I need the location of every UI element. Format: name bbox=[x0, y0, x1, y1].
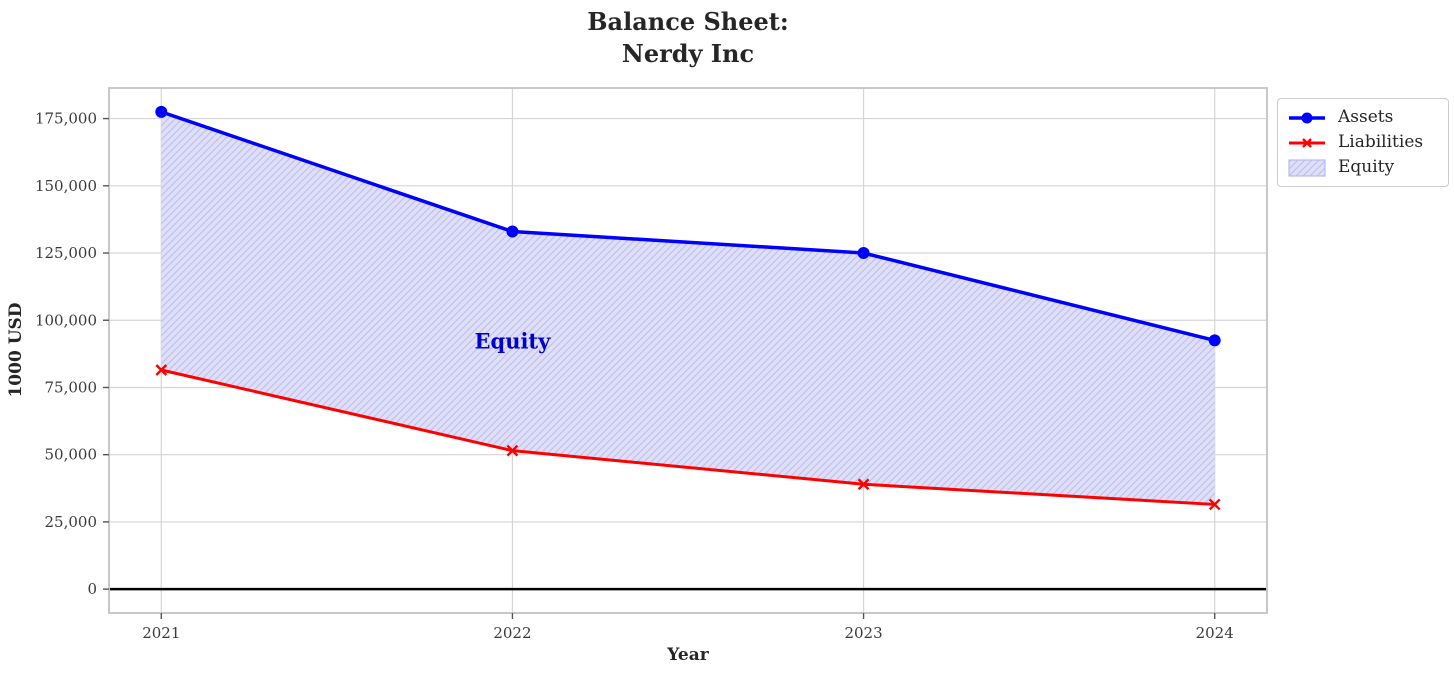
y-tick-label: 100,000 bbox=[35, 311, 97, 329]
y-tick-label: 75,000 bbox=[45, 378, 98, 396]
liabilities-marker bbox=[857, 478, 870, 491]
liabilities-marker bbox=[155, 364, 168, 376]
x-axis-label: Year bbox=[667, 645, 709, 665]
liabilities-legend-line-icon bbox=[1289, 137, 1325, 148]
liabilities-marker bbox=[1208, 498, 1221, 511]
y-tick-label: 0 bbox=[87, 580, 97, 598]
x-tick-label: 2022 bbox=[493, 624, 531, 642]
assets-line bbox=[160, 110, 1216, 343]
equity-area bbox=[161, 111, 1215, 505]
y-tick-label: 175,000 bbox=[35, 110, 97, 128]
assets-marker bbox=[857, 247, 870, 260]
liabilities-line bbox=[160, 368, 1215, 506]
y-tick-label: 125,000 bbox=[35, 244, 97, 262]
chart-title: Balance Sheet: Nerdy Inc bbox=[587, 7, 789, 68]
assets-marker bbox=[1208, 334, 1221, 347]
legend-row-equity: Equity bbox=[1286, 155, 1440, 180]
legend-row-liabilities: Liabilities bbox=[1286, 130, 1440, 155]
liabilities-marker bbox=[506, 444, 519, 457]
equity-area-label: Equity bbox=[474, 328, 551, 354]
y-axis-label: 1000 USD bbox=[6, 302, 26, 398]
assets-marker bbox=[506, 225, 519, 238]
equity-legend-patch-icon bbox=[1288, 158, 1326, 177]
legend-row-assets: Assets bbox=[1286, 105, 1440, 130]
y-tick-label: 50,000 bbox=[45, 446, 98, 464]
assets-legend-line-icon bbox=[1289, 112, 1325, 123]
x-tick-label: 2024 bbox=[1196, 624, 1234, 642]
legend-label-equity: Equity bbox=[1338, 157, 1395, 177]
y-tick-label: 25,000 bbox=[45, 513, 98, 531]
x-tick-label: 2021 bbox=[142, 624, 180, 642]
axes-border bbox=[108, 87, 1268, 614]
y-tick-label: 150,000 bbox=[35, 177, 97, 195]
legend-label-liabilities: Liabilities bbox=[1338, 132, 1424, 152]
legend-label-assets: Assets bbox=[1338, 107, 1394, 127]
x-tick-label: 2023 bbox=[844, 624, 882, 642]
assets-marker bbox=[155, 105, 168, 118]
legend: Assets Liabilities Equity bbox=[1277, 98, 1449, 187]
